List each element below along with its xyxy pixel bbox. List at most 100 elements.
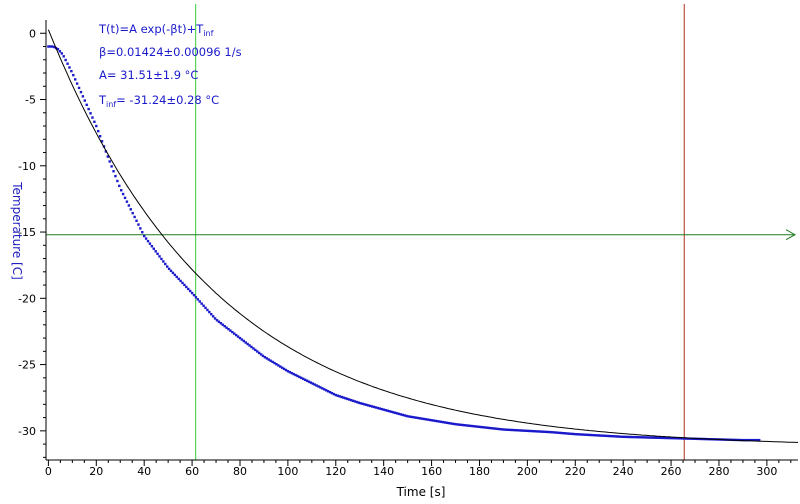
x-tick-label: 240 [613,465,634,478]
data-point [464,424,468,427]
data-point [280,366,284,369]
data-point [468,424,472,428]
y-tick-label: 0 [29,27,36,40]
data-point [399,413,403,416]
data-point [411,415,414,419]
data-point [677,437,680,440]
data-point [378,407,382,410]
data-point [620,435,623,438]
data-point [261,354,265,358]
data-point [265,357,269,360]
data-point [382,408,385,411]
data-point [604,434,608,438]
data-point [685,437,688,440]
data-point [294,373,297,377]
fit-text-line: Tinf= -31.24±0.28 °C [98,93,219,109]
x-tick-label: 280 [708,465,729,478]
data-point [52,45,56,49]
data-point [298,375,301,379]
data-point [472,425,475,428]
data-point [139,227,142,230]
data-point [690,437,694,440]
data-point [650,436,654,439]
data-point [87,107,90,111]
data-point [430,419,433,422]
data-point [531,429,535,433]
horizontal-cursor-arrow [785,229,797,241]
cursor-layer[interactable] [46,4,797,460]
data-point [123,196,127,200]
data-point [497,427,500,431]
data-point [238,336,242,340]
data-point [338,395,341,398]
data-point [587,433,590,437]
data-point [390,410,393,413]
data-point [171,271,175,275]
fit-curve [47,29,798,443]
data-point [537,430,541,433]
data-point [646,436,650,439]
data-point [70,69,73,73]
fit-text-subscript: inf [203,29,213,38]
data-point [549,430,552,434]
data-point [91,116,94,119]
data-point [49,45,52,48]
data-point [72,73,75,77]
data-point [236,335,240,338]
data-point [173,273,177,277]
data-point [282,367,286,371]
data-point [491,427,495,430]
data-point [478,425,481,429]
data-point [413,416,416,419]
data-point [296,374,299,378]
data-point [240,338,244,341]
data-point [225,326,228,329]
data-point [252,347,255,350]
data-point [742,438,746,442]
data-point [355,400,359,404]
data-point [535,430,539,433]
data-point [152,247,155,250]
data-point [85,103,88,107]
x-tick-label: 260 [661,465,682,478]
data-point [644,436,648,439]
data-point [150,245,154,248]
data-point [231,330,234,334]
data-point [175,275,178,279]
data-point [445,421,449,424]
data-point [441,420,445,424]
data-point [556,431,560,434]
data-point [311,382,314,385]
data-point [300,376,303,380]
data-point [664,436,667,440]
data-point [392,411,395,414]
data-point [277,364,280,367]
data-point [507,428,510,431]
data-point [395,412,399,415]
data-point [257,351,261,355]
data-point [112,170,115,173]
data-point [552,431,556,434]
data-point [439,420,443,424]
data-point [629,435,633,439]
data-point [493,427,497,430]
data-point [121,192,125,196]
fit-text-line: A= 31.51±1.9 °C [99,68,198,82]
data-point [551,431,554,434]
data-point [401,413,405,417]
data-point [673,437,677,440]
data-point [409,415,412,418]
data-point [332,392,336,396]
data-point [162,260,165,263]
data-point [359,402,362,405]
data-point [438,420,441,423]
data-point [303,378,307,381]
x-tick-label: 300 [756,465,777,478]
data-point [606,434,610,438]
y-tick-label: -25 [18,359,36,372]
data-point [125,200,129,203]
data-point [202,304,205,307]
data-point [56,47,60,51]
